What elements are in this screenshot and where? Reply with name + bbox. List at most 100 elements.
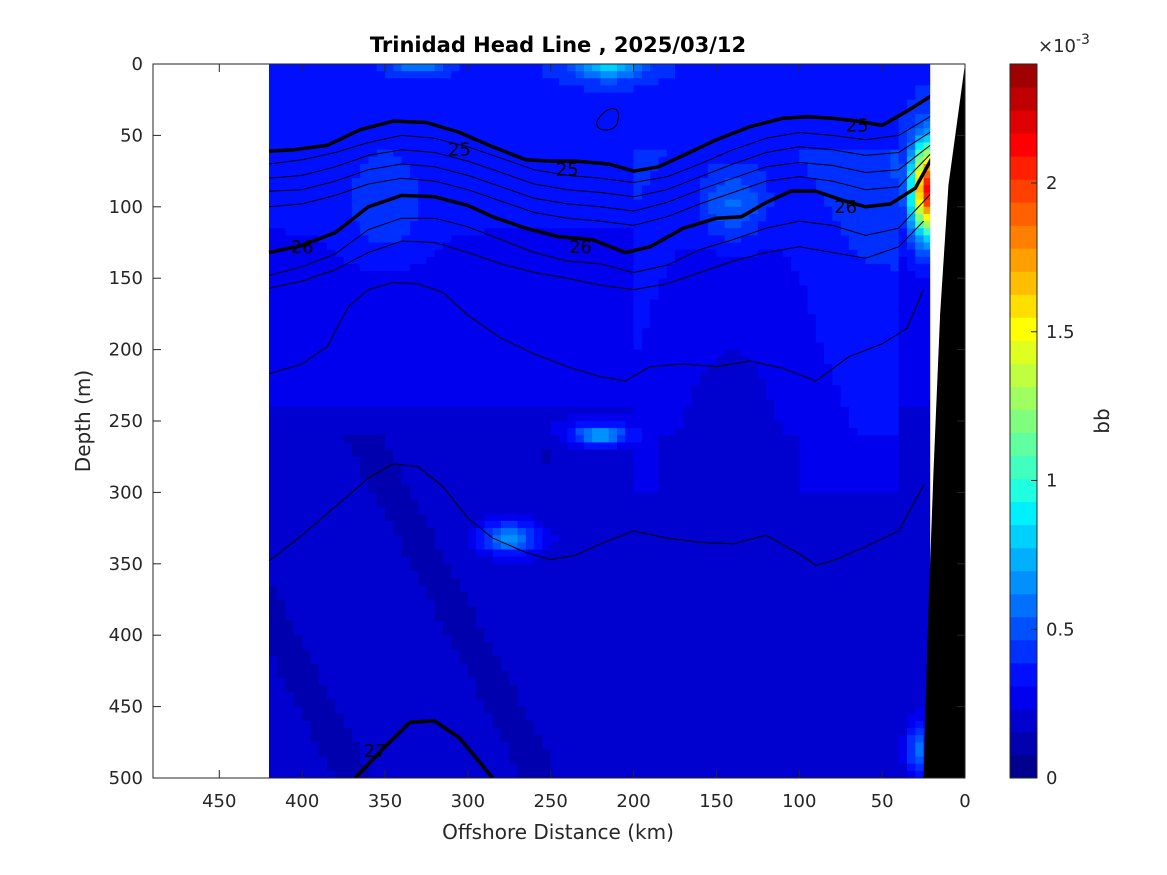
field-cell: [799, 271, 809, 279]
field-cell: [641, 185, 651, 194]
field-cell: [434, 306, 444, 315]
field-cell: [716, 242, 726, 251]
field-cell: [269, 113, 278, 122]
field-cell: [724, 128, 734, 136]
field-cell: [583, 263, 593, 272]
field-cell: [559, 249, 568, 258]
field-cell: [757, 156, 767, 165]
field-cell: [716, 406, 726, 415]
field-cell: [269, 142, 278, 151]
field-cell: [302, 321, 312, 329]
field-cell: [517, 71, 527, 79]
field-cell: [799, 185, 809, 194]
field-cell: [915, 313, 925, 322]
field-cell: [832, 135, 842, 144]
field-cell: [525, 92, 535, 101]
field-cell: [525, 413, 535, 422]
field-cell: [799, 356, 809, 365]
field-cell: [633, 199, 643, 208]
field-cell: [782, 342, 792, 351]
field-cell: [443, 335, 452, 344]
field-cell: [592, 306, 602, 315]
field-cell: [923, 463, 933, 472]
field-cell: [269, 342, 278, 351]
field-cell: [600, 192, 610, 201]
field-cell: [907, 213, 916, 222]
field-cell: [575, 206, 585, 215]
field-cell: [484, 321, 494, 329]
field-cell: [277, 78, 287, 87]
field-cell: [890, 421, 900, 429]
field-cell: [882, 470, 892, 479]
field-cell: [575, 271, 585, 279]
field-cell: [451, 99, 461, 108]
field-cell: [385, 278, 394, 286]
field-cell: [691, 363, 701, 372]
field-cell: [815, 185, 825, 194]
field-cell: [782, 263, 792, 272]
field-cell: [799, 135, 809, 144]
field-cell: [633, 142, 643, 151]
field-cell: [492, 85, 502, 94]
field-cell: [807, 463, 817, 472]
field-cell: [832, 99, 842, 108]
field-cell: [633, 71, 643, 79]
field-cell: [335, 363, 345, 372]
field-cell: [376, 470, 386, 479]
field-cell: [451, 271, 461, 279]
field-cell: [409, 421, 419, 429]
field-cell: [716, 449, 726, 458]
field-cell: [890, 121, 900, 129]
field-cell: [418, 435, 428, 444]
field-cell: [418, 271, 428, 279]
field-cell: [559, 363, 568, 372]
field-cell: [351, 221, 361, 229]
field-cell: [376, 363, 386, 372]
field-cell: [484, 428, 494, 436]
field-cell: [592, 470, 602, 479]
field-cell: [393, 92, 403, 101]
field-cell: [318, 299, 328, 308]
field-cell: [658, 192, 668, 201]
field-cell: [302, 299, 312, 308]
field-cell: [426, 278, 436, 286]
field-cell: [550, 228, 560, 236]
field-cell: [335, 399, 345, 408]
field-cell: [418, 78, 428, 87]
field-cell: [617, 342, 626, 351]
field-cell: [708, 99, 718, 108]
field-cell: [592, 249, 602, 258]
field-cell: [658, 321, 668, 329]
field-cell: [840, 435, 850, 444]
field-cell: [766, 392, 776, 401]
field-cell: [749, 171, 759, 179]
field-cell: [898, 199, 908, 208]
field-cell: [575, 449, 585, 458]
field-cell: [774, 171, 784, 179]
field-cell: [617, 385, 626, 394]
field-cell: [898, 442, 908, 451]
field-cell: [882, 442, 892, 451]
field-cell: [890, 235, 900, 244]
field-cell: [815, 228, 825, 236]
field-cell: [575, 349, 585, 358]
field-cell: [741, 78, 751, 87]
field-cell: [418, 206, 428, 215]
field-cell: [517, 163, 527, 172]
field-cell: [592, 171, 602, 179]
field-cell: [824, 442, 834, 451]
field-cell: [857, 278, 867, 286]
field-cell: [293, 428, 303, 436]
field-cell: [724, 306, 734, 315]
field-cell: [840, 85, 850, 94]
field-cell: [766, 178, 776, 186]
field-cell: [550, 421, 560, 429]
field-cell: [724, 99, 734, 108]
field-cell: [741, 363, 751, 372]
field-cell: [285, 128, 295, 136]
field-cell: [302, 228, 312, 236]
field-cell: [666, 428, 676, 436]
field-cell: [310, 363, 320, 372]
field-cell: [517, 335, 527, 344]
field-cell: [683, 399, 693, 408]
